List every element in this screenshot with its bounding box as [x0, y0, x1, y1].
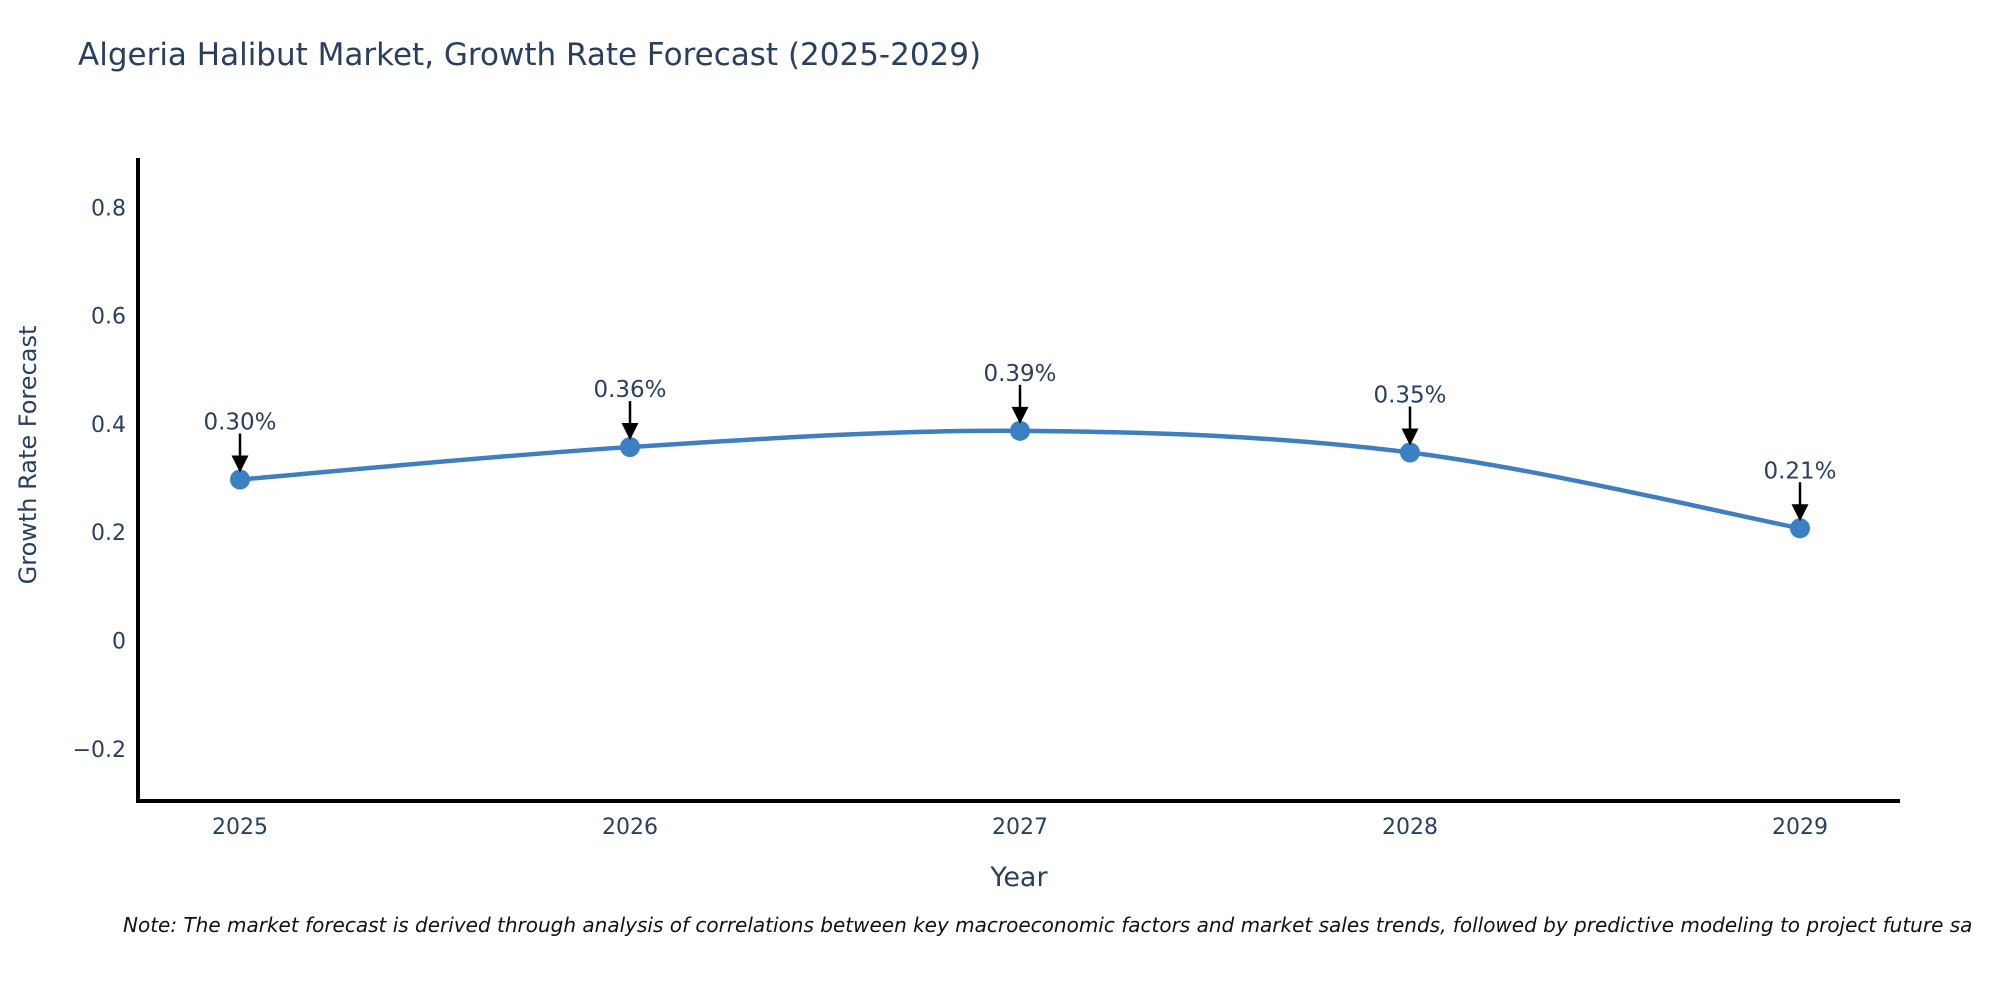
data-point-marker	[1400, 442, 1420, 463]
x-tick-label: 2026	[602, 815, 658, 840]
footnote: Note: The market forecast is derived thr…	[123, 913, 1973, 937]
annotation-arrowhead	[621, 423, 639, 441]
chart-title: Algeria Halibut Market, Growth Rate Fore…	[78, 37, 982, 73]
data-point-marker	[230, 469, 250, 490]
data-point-marker	[1790, 518, 1810, 539]
x-axis-title: Year	[990, 862, 1048, 893]
y-tick-label: 0.4	[91, 413, 126, 438]
annotation-label: 0.21%	[1763, 458, 1836, 484]
y-tick-label: 0	[112, 630, 126, 655]
data-point-marker	[1010, 420, 1030, 441]
annotation-label: 0.30%	[203, 410, 276, 436]
x-tick-label: 2025	[212, 815, 268, 840]
x-tick-label: 2027	[992, 815, 1048, 840]
annotation-label: 0.36%	[593, 377, 666, 403]
y-tick-label: 0.6	[91, 305, 126, 330]
x-tick-label: 2028	[1382, 815, 1438, 840]
annotation-label: 0.39%	[983, 361, 1056, 387]
x-tick-label: 2029	[1772, 815, 1828, 840]
y-tick-label: 0.2	[91, 521, 126, 546]
forecast-line	[237, 428, 1803, 531]
annotation-label: 0.35%	[1373, 382, 1446, 408]
annotation-arrowhead	[1791, 504, 1809, 522]
annotation-arrowhead	[231, 455, 249, 473]
annotation-arrowhead	[1401, 428, 1419, 446]
y-tick-label: 0.8	[91, 196, 126, 221]
y-tick-label: −0.2	[73, 738, 126, 763]
data-point-marker	[620, 437, 640, 458]
y-axis-title: Growth Rate Forecast	[14, 325, 42, 585]
annotation-arrowhead	[1011, 406, 1029, 424]
